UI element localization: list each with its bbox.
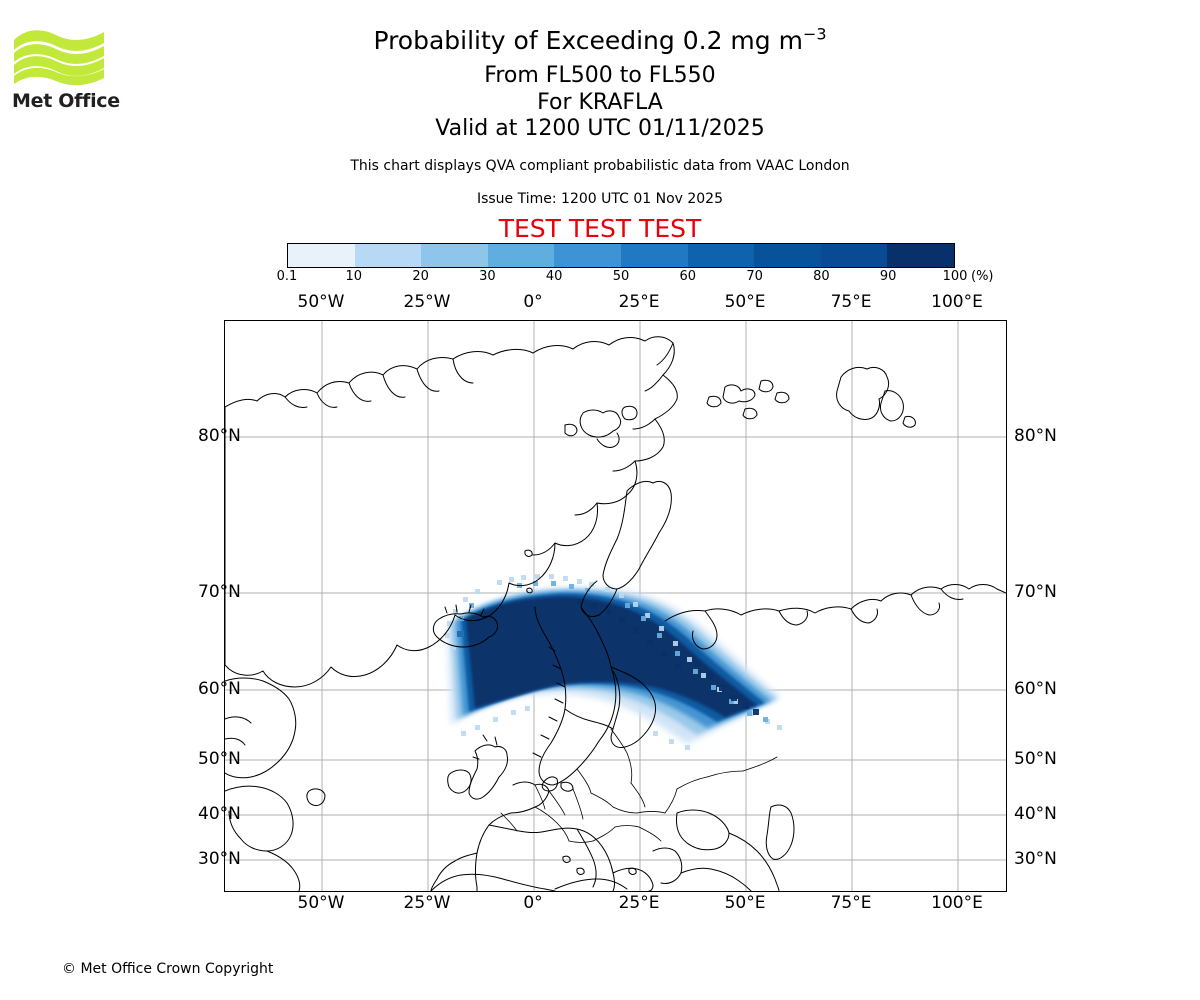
colorbar-tick-labels: 0.1 10 20 30 40 50 60 70 80 90 100	[277, 269, 968, 287]
lon-label-top-3: 25°E	[618, 292, 660, 312]
colorbar-tick-90: 90	[879, 269, 897, 284]
volcano-subtitle: For KRAFLA	[537, 90, 663, 115]
chart-title-text: Probability of Exceeding 0.2 mg m	[373, 26, 803, 55]
map-plot-area[interactable]	[224, 320, 1007, 892]
colorbar-band-1	[354, 244, 422, 267]
lon-label-top-1: 25°W	[403, 292, 451, 312]
lon-label-top-5: 75°E	[830, 292, 872, 312]
lat-label-right-0: 80°N	[1014, 426, 1057, 446]
colorbar-band-7	[754, 244, 821, 267]
met-office-logo-text: Met Office	[12, 90, 120, 112]
lat-label-right-5: 30°N	[1014, 849, 1057, 869]
map-canvas	[225, 321, 1006, 891]
colorbar-units-label: (%)	[971, 269, 994, 284]
ash-plume-probability-field	[445, 574, 782, 750]
qva-note: This chart displays QVA compliant probab…	[350, 158, 850, 174]
colorbar-tick-0.1: 0.1	[276, 269, 298, 284]
colorbar-band-5	[620, 244, 688, 267]
colorbar-band-0	[288, 244, 355, 267]
colorbar-band-6	[687, 244, 755, 267]
lon-label-bottom-2: 0°	[523, 893, 543, 913]
map-coastlines	[225, 336, 1006, 891]
lat-label-right-3: 50°N	[1014, 749, 1057, 769]
lon-label-bottom-0: 50°W	[297, 893, 345, 913]
colorbar-tick-30: 30	[479, 269, 496, 284]
colorbar-gradient	[287, 243, 955, 268]
colorbar-tick-50: 50	[612, 269, 630, 284]
colorbar-band-8	[820, 244, 888, 267]
colorbar-tick-60: 60	[679, 269, 697, 284]
lon-label-bottom-4: 50°E	[724, 893, 766, 913]
lon-label-bottom-3: 25°E	[618, 893, 660, 913]
colorbar-tick-20: 20	[412, 269, 429, 284]
flight-level-subtitle: From FL500 to FL550	[484, 63, 716, 88]
lat-label-right-2: 60°N	[1014, 679, 1057, 699]
test-banner: TEST TEST TEST	[498, 214, 702, 243]
met-office-logo: Met Office	[12, 26, 122, 116]
colorbar-tick-40: 40	[545, 269, 563, 284]
lon-label-bottom-1: 25°W	[403, 893, 451, 913]
probability-colorbar	[287, 243, 955, 268]
chart-title-exponent: −3	[802, 24, 827, 44]
colorbar-band-9	[887, 244, 954, 267]
lat-label-right-1: 70°N	[1014, 582, 1057, 602]
colorbar-band-4	[554, 244, 621, 267]
colorbar-band-3	[487, 244, 555, 267]
copyright-footer: © Met Office Crown Copyright	[62, 961, 274, 977]
map-gridlines	[225, 321, 1006, 891]
chart-title: Probability of Exceeding 0.2 mg m−3	[0, 26, 1200, 56]
lon-label-top-0: 50°W	[297, 292, 345, 312]
valid-time-subtitle: Valid at 1200 UTC 01/11/2025	[435, 116, 765, 141]
colorbar-tick-70: 70	[746, 269, 763, 284]
lon-label-top-2: 0°	[523, 292, 543, 312]
colorbar-tick-80: 80	[813, 269, 830, 284]
colorbar-band-2	[421, 244, 488, 267]
lon-label-bottom-5: 75°E	[830, 893, 872, 913]
lon-label-top-6: 100°E	[931, 292, 983, 312]
colorbar-tick-10: 10	[345, 269, 363, 284]
colorbar-tick-100: 100	[942, 269, 968, 284]
met-office-wave-mark	[14, 30, 104, 86]
lon-label-bottom-6: 100°E	[931, 893, 983, 913]
lat-label-right-4: 40°N	[1014, 804, 1057, 824]
issue-time: Issue Time: 1200 UTC 01 Nov 2025	[476, 191, 724, 207]
lon-label-top-4: 50°E	[724, 292, 766, 312]
